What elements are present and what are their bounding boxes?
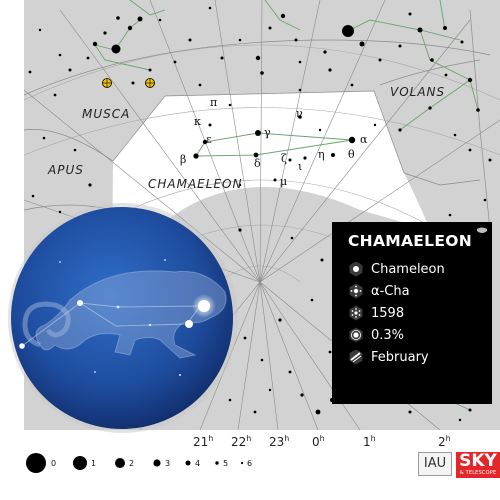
ra-label: 2 <box>438 435 446 449</box>
ra-label: 0 <box>312 435 320 449</box>
star-label-epsilon: ε <box>206 133 212 146</box>
mag-2-label: 2 <box>129 459 134 468</box>
info-best-month-text: February <box>371 349 429 365</box>
ra-grid <box>23 0 500 431</box>
star-label-theta: θ <box>348 148 355 161</box>
mag-1-label: 1 <box>91 459 96 468</box>
publisher-logos: IAU SKY & TELESCOPE <box>418 452 500 478</box>
label-apus: APUS <box>47 163 84 177</box>
star-label-eta: η <box>318 148 325 161</box>
info-sky-percentage-text: 0.3% <box>371 327 405 343</box>
info-brightest-star-text: α-Cha <box>371 283 410 299</box>
star-label-pi: π <box>210 96 217 109</box>
info-row-area: 1598 <box>348 302 482 324</box>
info-area-text: 1598 <box>371 305 405 321</box>
sky-logo-word: SKY <box>459 451 497 471</box>
ra-label: 23 <box>269 435 284 449</box>
star-bright <box>342 25 354 37</box>
ra-labels: 21h 22h 23h 0h 1h 2h <box>193 434 451 449</box>
info-name-text: Chameleon <box>371 261 445 277</box>
magnitude-legend: 0 1 2 3 4 5 6 <box>26 453 252 473</box>
star-label-beta: β <box>180 153 186 166</box>
star-label-mu: μ <box>280 175 287 188</box>
mag-0-dot <box>26 453 46 473</box>
star-label-kappa: κ <box>194 115 201 128</box>
mag-6-dot <box>240 461 244 465</box>
area-icon <box>349 305 363 321</box>
iau-logo[interactable]: IAU <box>418 452 452 476</box>
best-month-icon <box>349 349 363 365</box>
svg-text:2h: 2h <box>438 434 451 449</box>
constellation-badge <box>8 203 238 433</box>
star-label-zeta: ζ <box>281 152 287 165</box>
ra-label: 1 <box>363 435 371 449</box>
mag-3-label: 3 <box>165 459 170 468</box>
svg-text:22h: 22h <box>231 434 251 449</box>
sky-telescope-logo[interactable]: SKY & TELESCOPE <box>456 452 500 478</box>
svg-text:23h: 23h <box>269 434 289 449</box>
label-chamaeleon: CHAMAELEON <box>148 177 242 191</box>
label-musca: MUSCA <box>82 107 130 121</box>
name-icon <box>349 261 363 277</box>
collapse-icon[interactable] <box>476 227 488 235</box>
star <box>111 44 121 54</box>
ra-label: 22 <box>231 435 246 449</box>
star-label-iota: ι <box>298 160 302 173</box>
svg-text:21h: 21h <box>193 434 213 449</box>
svg-text:1h: 1h <box>363 434 376 449</box>
badge-stick-figure <box>21 302 201 347</box>
svg-text:0h: 0h <box>312 434 325 449</box>
mag-2-dot <box>115 458 125 468</box>
info-row-name: Chameleon <box>348 258 482 280</box>
variable-stars <box>102 78 155 88</box>
mag-5-dot <box>215 461 219 465</box>
info-row-brightest-star: α-Cha <box>348 280 482 302</box>
star-label-alpha: α <box>360 133 368 146</box>
info-panel: CHAMAELEON Chameleon α-Cha 1598 <box>332 222 492 404</box>
info-title: CHAMAELEON <box>348 232 472 250</box>
mag-0-label: 0 <box>51 459 56 468</box>
star-label-gamma: γ <box>264 126 271 139</box>
info-row-best-month: February <box>348 346 482 368</box>
info-row-sky-percentage: 0.3% <box>348 324 482 346</box>
star-label-delta: δ <box>254 157 261 170</box>
mag-5-label: 5 <box>223 459 228 468</box>
label-volans: VOLANS <box>390 85 445 99</box>
chameleon-figure <box>22 270 227 359</box>
badge-stars <box>19 259 216 376</box>
brightest-star-icon <box>349 283 363 299</box>
sky-logo-subtitle: & TELESCOPE <box>459 470 497 476</box>
chamaeleon-region <box>112 91 430 262</box>
mag-3-dot <box>153 459 161 467</box>
badge-disc <box>11 207 233 429</box>
sky-percentage-icon <box>349 327 363 343</box>
mag-4-label: 4 <box>195 459 200 468</box>
mag-1-dot <box>73 456 87 470</box>
ra-label: 21 <box>193 435 208 449</box>
mag-6-label: 6 <box>247 459 252 468</box>
star-label-nu: ν <box>296 107 303 120</box>
stars <box>28 6 492 422</box>
mag-4-dot <box>185 460 191 466</box>
